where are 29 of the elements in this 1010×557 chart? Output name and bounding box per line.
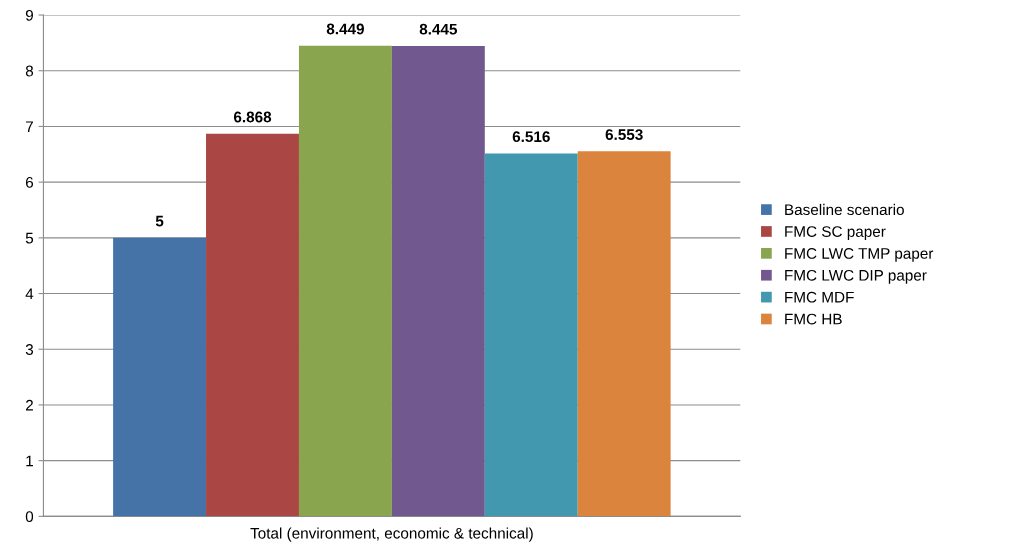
y-tick-label: 8	[25, 65, 34, 77]
y-tick-label: 4	[25, 288, 34, 300]
legend-label: FMC HB	[785, 313, 842, 325]
y-tick-label: 9	[25, 9, 33, 21]
bar	[113, 237, 207, 517]
data-label: 6.516	[512, 131, 550, 143]
x-tick-label: Total (environment, economic & technical)	[250, 527, 533, 542]
y-tick-label: 6	[25, 177, 34, 188]
data-label: 8.445	[419, 23, 458, 35]
legend-label: FMC SC paper	[785, 226, 886, 240]
data-label: 5	[155, 215, 164, 227]
data-label: 6.868	[233, 111, 272, 123]
legend-label: FMC MDF	[785, 291, 854, 303]
y-tick-label: 5	[25, 232, 34, 244]
legend-label: Baseline scenario	[785, 203, 904, 216]
y-tick-label: 3	[25, 344, 34, 355]
legend-label: FMC LWC TMP paper	[785, 248, 934, 262]
legend-label: FMC LWC DIP paper	[785, 269, 927, 284]
bar	[206, 133, 299, 517]
y-tick-label: 0	[25, 511, 34, 523]
bar	[484, 153, 578, 517]
bar	[298, 45, 392, 517]
y-tick-label: 2	[25, 399, 33, 411]
y-tick-label: 1	[26, 455, 33, 467]
bar	[577, 151, 671, 517]
data-label: 8.449	[326, 23, 364, 35]
data-label: 6.553	[605, 129, 643, 141]
y-tick-label: 7	[25, 121, 33, 132]
bar	[391, 45, 485, 517]
